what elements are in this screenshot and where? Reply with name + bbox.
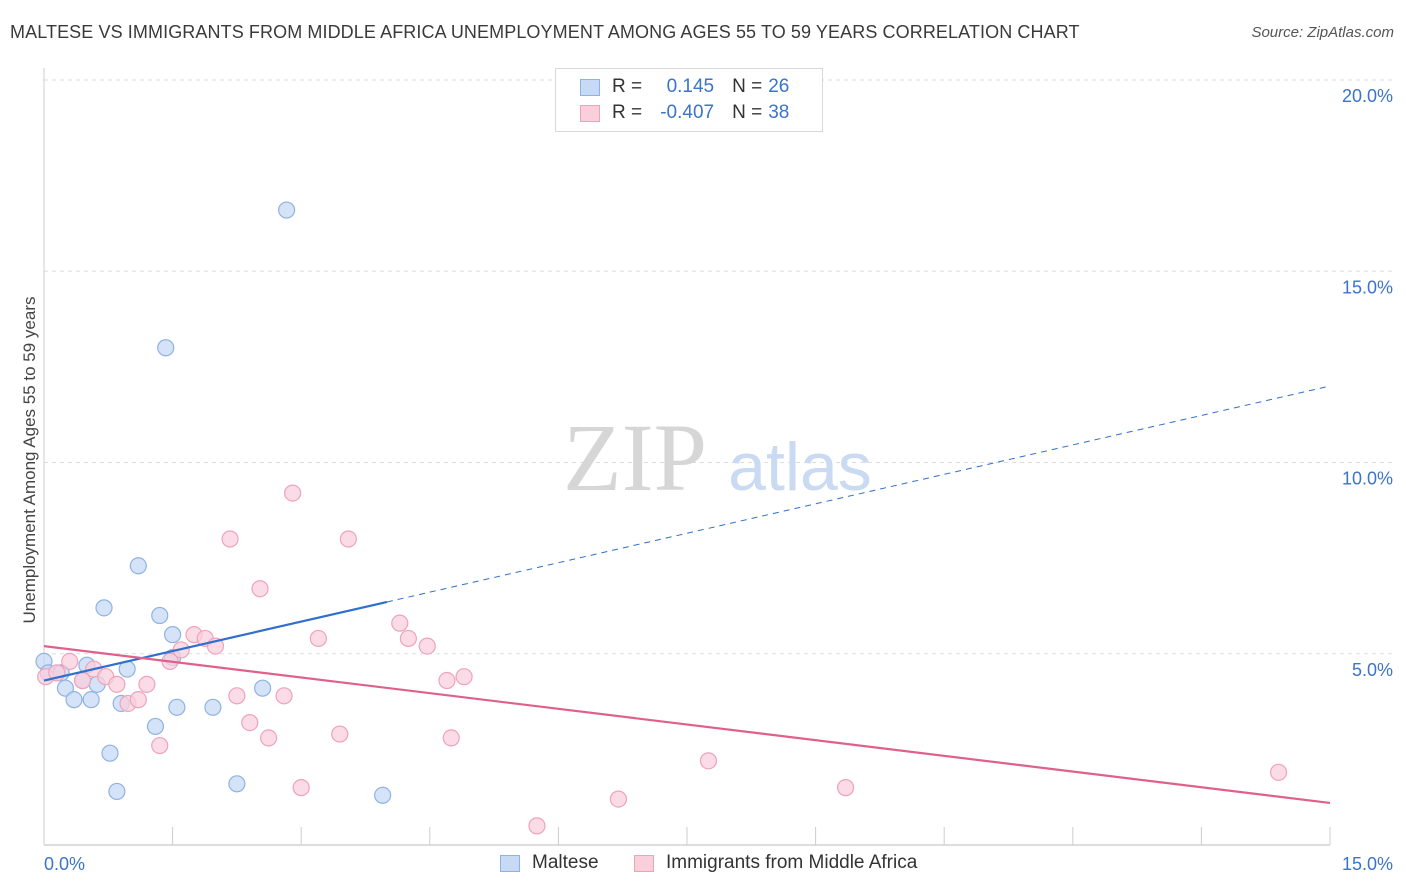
legend-n-value-maltese: 26 bbox=[768, 76, 790, 97]
legend-item-maltese[interactable]: Maltese bbox=[500, 852, 599, 874]
maltese-point bbox=[65, 691, 83, 709]
legend-n-value-immigrants: 38 bbox=[768, 102, 790, 123]
maltese-point bbox=[146, 717, 165, 736]
watermark-zip: ZIP bbox=[563, 404, 707, 511]
legend-row-maltese: R = 0.145 N = 26 bbox=[556, 74, 789, 100]
source-label: Source: ZipAtlas.com bbox=[1251, 24, 1394, 41]
trend-lines bbox=[43, 385, 1331, 805]
immigrants-point bbox=[292, 779, 310, 797]
maltese-point bbox=[157, 339, 175, 357]
y-tick-label: 5.0% bbox=[1352, 660, 1393, 680]
immigrants-point bbox=[609, 790, 628, 808]
y-tick-label: 20.0% bbox=[1342, 86, 1393, 106]
legend-label-maltese: Maltese bbox=[532, 852, 599, 873]
maltese-point bbox=[108, 782, 126, 801]
immigrants-point bbox=[138, 675, 156, 693]
immigrants-point bbox=[309, 629, 327, 648]
maltese-point bbox=[95, 599, 113, 617]
maltese-point bbox=[204, 698, 222, 716]
legend-row-immigrants: R = -0.407 N = 38 bbox=[556, 100, 789, 126]
legend-n-label: N = bbox=[732, 76, 763, 97]
maltese-point bbox=[374, 786, 392, 804]
immigrants-point bbox=[699, 752, 718, 770]
series-legend: Maltese Immigrants from Middle Africa bbox=[0, 852, 1406, 878]
maltese-point bbox=[56, 679, 75, 697]
legend-swatch-maltese bbox=[500, 854, 520, 872]
maltese-trend-dashed bbox=[386, 385, 1331, 603]
series-immigrants bbox=[37, 484, 1288, 835]
legend-swatch-maltese bbox=[580, 78, 600, 96]
immigrants-point bbox=[251, 580, 269, 598]
immigrants-point bbox=[438, 671, 456, 690]
maltese-trend-solid bbox=[43, 600, 388, 682]
legend-item-immigrants[interactable]: Immigrants from Middle Africa bbox=[634, 852, 917, 874]
maltese-point bbox=[129, 557, 147, 575]
immigrants-point bbox=[442, 729, 460, 747]
maltese-point bbox=[254, 679, 272, 697]
legend-r-label: R = bbox=[612, 102, 643, 123]
immigrants-point bbox=[391, 614, 409, 632]
series-maltese bbox=[35, 201, 392, 804]
axes bbox=[43, 68, 1331, 846]
grid-lines bbox=[44, 79, 1392, 655]
immigrants-point bbox=[61, 652, 79, 671]
immigrants-point bbox=[331, 725, 349, 743]
maltese-point bbox=[278, 201, 296, 219]
immigrants-point bbox=[339, 530, 357, 548]
tick-labels: 5.0% 10.0% 15.0% 20.0% 0.0% 15.0% bbox=[44, 86, 1393, 874]
immigrants-point bbox=[129, 691, 147, 709]
legend-label-immigrants: Immigrants from Middle Africa bbox=[666, 852, 918, 873]
legend-r-value-maltese: 0.145 bbox=[666, 76, 715, 97]
immigrants-point bbox=[284, 484, 302, 502]
maltese-point bbox=[164, 626, 182, 644]
legend-r-value-immigrants: -0.407 bbox=[660, 102, 715, 123]
legend-n-label: N = bbox=[732, 102, 763, 123]
immigrants-point bbox=[108, 675, 126, 693]
y-axis-label: Unemployment Among Ages 55 to 59 years bbox=[20, 296, 39, 624]
immigrants-point bbox=[228, 687, 246, 705]
maltese-point bbox=[101, 744, 119, 762]
immigrants-point bbox=[221, 530, 239, 548]
immigrants-trend bbox=[43, 645, 1331, 805]
chart-title: MALTESE VS IMMIGRANTS FROM MIDDLE AFRICA… bbox=[10, 22, 1080, 42]
legend-swatch-immigrants bbox=[580, 104, 600, 122]
x-tick-label: 15.0% bbox=[1342, 854, 1393, 874]
y-tick-label: 15.0% bbox=[1342, 277, 1393, 297]
maltese-point bbox=[151, 606, 169, 625]
maltese-point bbox=[82, 691, 100, 709]
immigrants-point bbox=[260, 729, 278, 747]
x-tick-label: 0.0% bbox=[44, 854, 85, 874]
y-tick-label: 10.0% bbox=[1342, 469, 1393, 489]
watermark-atlas: atlas bbox=[728, 429, 872, 505]
immigrants-point bbox=[528, 817, 546, 835]
watermark: ZIP atlas bbox=[563, 404, 872, 511]
legend-r-label: R = bbox=[612, 76, 643, 97]
immigrants-point bbox=[399, 629, 417, 648]
immigrants-point bbox=[151, 736, 169, 755]
maltese-point bbox=[228, 775, 246, 793]
immigrants-point bbox=[455, 668, 473, 686]
stats-legend: R = 0.145 N = 26 R = -0.407 N = 38 bbox=[555, 68, 823, 132]
immigrants-point bbox=[275, 687, 293, 705]
immigrants-point bbox=[1269, 763, 1288, 781]
legend-swatch-immigrants bbox=[634, 854, 654, 872]
maltese-point bbox=[168, 698, 186, 716]
immigrants-point bbox=[241, 713, 259, 732]
immigrants-point bbox=[837, 779, 855, 797]
immigrants-point bbox=[418, 637, 436, 655]
